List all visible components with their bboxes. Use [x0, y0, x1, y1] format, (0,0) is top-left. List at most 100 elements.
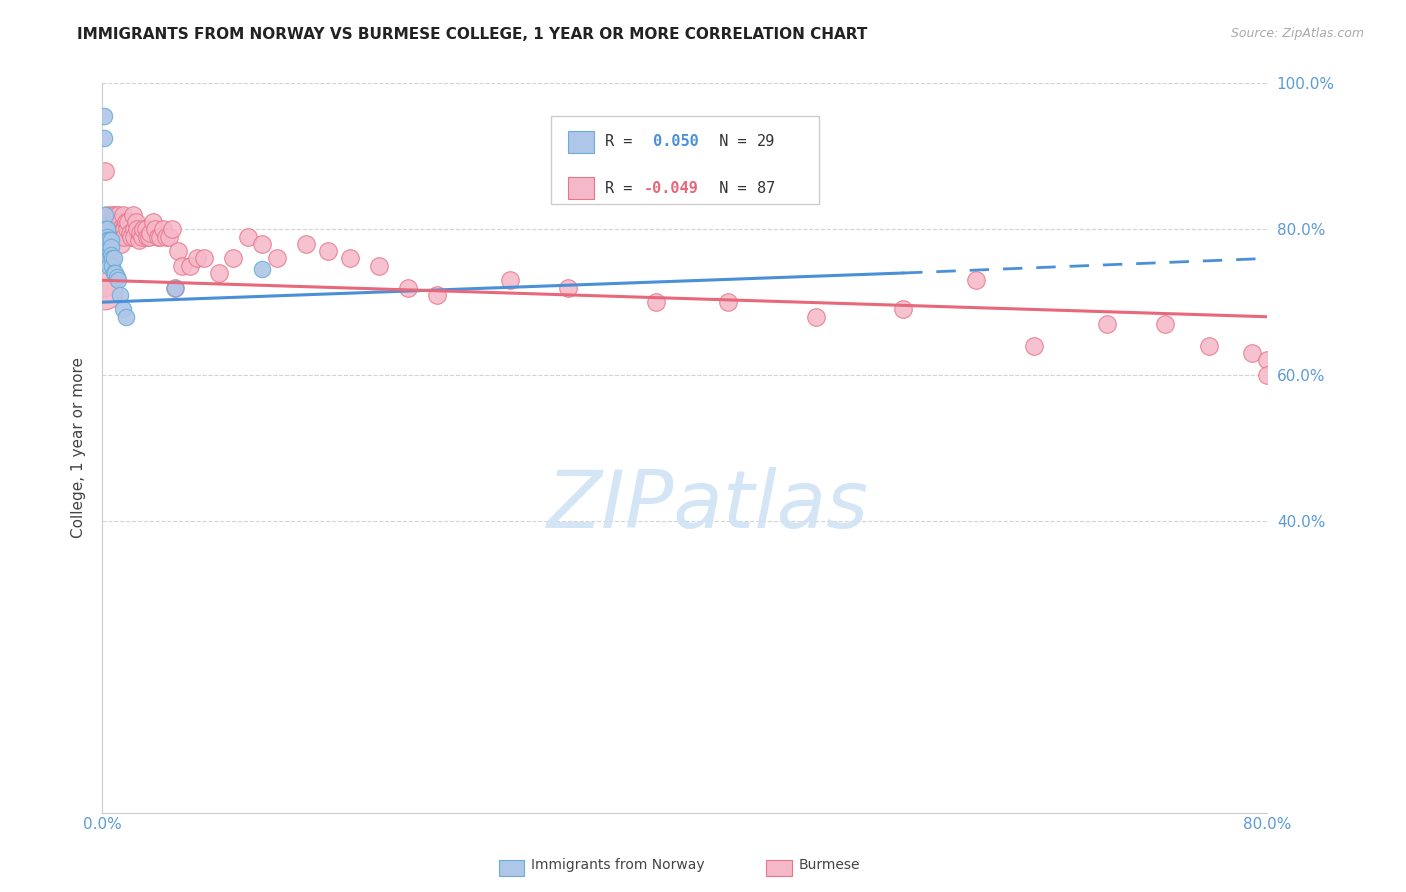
Point	[103, 266, 125, 280]
Point	[252, 262, 274, 277]
Point	[117, 215, 139, 229]
Point	[100, 222, 122, 236]
Text: Immigrants from Norway: Immigrants from Norway	[531, 858, 704, 872]
Point	[108, 222, 131, 236]
Point	[804, 310, 827, 324]
Point	[157, 229, 180, 244]
Point	[96, 222, 118, 236]
Point	[127, 222, 149, 236]
Point	[155, 229, 177, 244]
Point	[142, 215, 165, 229]
Point	[112, 229, 135, 244]
Point	[112, 222, 135, 236]
Point	[1256, 368, 1278, 382]
Point	[97, 236, 120, 251]
Text: R =: R =	[606, 135, 643, 149]
Point	[96, 240, 118, 254]
Point	[104, 222, 127, 236]
Point	[103, 222, 125, 236]
Point	[98, 215, 121, 229]
Point	[97, 255, 120, 269]
Point	[115, 222, 138, 236]
Point	[94, 208, 117, 222]
Point	[152, 222, 174, 236]
Point	[94, 164, 117, 178]
Text: Source: ZipAtlas.com: Source: ZipAtlas.com	[1230, 27, 1364, 40]
Point	[965, 273, 987, 287]
Point	[107, 222, 129, 236]
Point	[110, 226, 132, 240]
Point	[208, 266, 231, 280]
Point	[114, 310, 136, 324]
Point	[163, 280, 186, 294]
Point	[100, 233, 122, 247]
Point	[1095, 317, 1118, 331]
Point	[105, 215, 128, 229]
Point	[105, 222, 128, 236]
Point	[101, 208, 124, 222]
Point	[266, 252, 288, 266]
Point	[98, 252, 121, 266]
Point	[108, 215, 131, 229]
Point	[93, 109, 115, 123]
Point	[105, 269, 128, 284]
Text: -0.049: -0.049	[644, 181, 699, 196]
Point	[118, 226, 141, 240]
Point	[186, 252, 208, 266]
Bar	[568, 178, 593, 200]
Text: N =: N =	[702, 135, 755, 149]
Point	[103, 252, 125, 266]
Point	[1241, 346, 1264, 360]
Y-axis label: College, 1 year or more: College, 1 year or more	[72, 358, 86, 539]
Point	[222, 252, 245, 266]
Point	[100, 248, 122, 262]
Point	[236, 229, 259, 244]
Point	[132, 222, 155, 236]
Point	[96, 229, 118, 244]
Point	[339, 252, 361, 266]
Point	[138, 229, 160, 244]
Point	[93, 284, 115, 298]
Point	[149, 229, 172, 244]
Point	[136, 229, 159, 244]
Point	[114, 215, 136, 229]
Point	[96, 233, 118, 247]
Point	[94, 222, 117, 236]
Point	[93, 280, 115, 294]
Point	[125, 215, 148, 229]
Point	[107, 273, 129, 287]
Point	[1256, 353, 1278, 368]
Point	[104, 266, 127, 280]
Point	[499, 273, 522, 287]
Point	[96, 208, 118, 222]
Point	[107, 229, 129, 244]
Point	[135, 222, 157, 236]
Point	[120, 229, 142, 244]
Text: Burmese: Burmese	[799, 858, 860, 872]
Point	[100, 229, 122, 244]
Point	[111, 302, 134, 317]
Point	[1198, 339, 1220, 353]
Point	[121, 208, 143, 222]
Text: N =: N =	[702, 181, 755, 196]
Bar	[568, 131, 593, 153]
Point	[557, 280, 579, 294]
Point	[111, 208, 134, 222]
Point	[101, 259, 124, 273]
Point	[1154, 317, 1177, 331]
Point	[143, 222, 166, 236]
Point	[717, 295, 740, 310]
Point	[160, 222, 183, 236]
Text: 0.050: 0.050	[644, 135, 699, 149]
Point	[122, 229, 145, 244]
Point	[891, 302, 914, 317]
Point	[96, 229, 118, 244]
Point	[101, 222, 124, 236]
Point	[111, 222, 134, 236]
FancyBboxPatch shape	[551, 116, 818, 203]
Point	[97, 236, 120, 251]
Point	[252, 236, 274, 251]
Point	[100, 240, 122, 254]
Point	[104, 208, 127, 222]
Point	[101, 215, 124, 229]
